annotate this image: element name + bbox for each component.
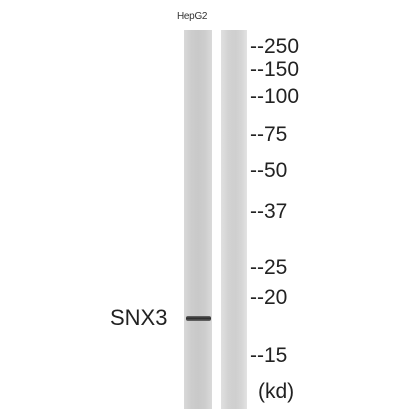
marker-100: --100: [250, 85, 300, 108]
sample-lane: [184, 30, 212, 409]
marker-20: --20: [250, 286, 288, 309]
unit-label: (kd): [258, 380, 295, 403]
marker-250: --250: [250, 35, 300, 58]
protein-label: SNX3: [110, 305, 168, 330]
protein-band: [186, 316, 211, 321]
marker-37: --37: [250, 200, 288, 223]
marker-150: --150: [250, 58, 300, 81]
marker-lane: [221, 30, 247, 409]
marker-50: --50: [250, 159, 288, 182]
marker-75: --75: [250, 123, 288, 146]
marker-25: --25: [250, 256, 288, 279]
sample-label: HepG2: [177, 11, 208, 22]
marker-15: --15: [250, 344, 288, 367]
